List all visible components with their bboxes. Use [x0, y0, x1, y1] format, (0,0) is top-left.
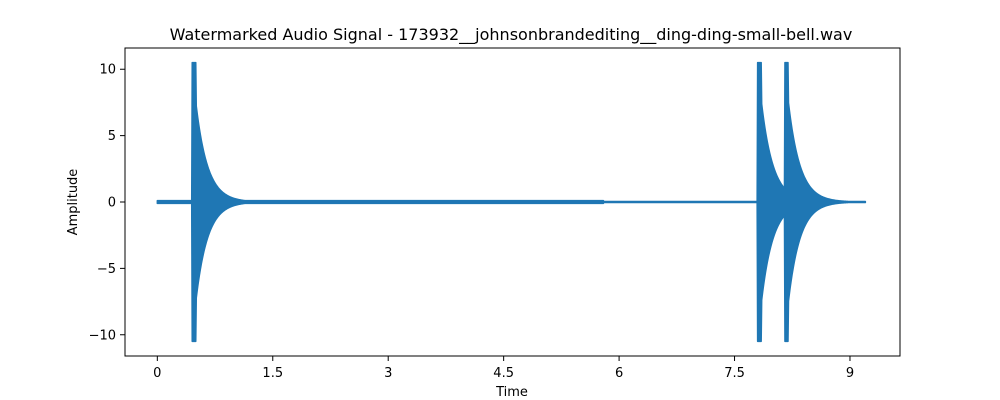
x-tick-label: 0 — [153, 366, 161, 381]
y-tick-label: −10 — [89, 328, 116, 343]
x-tick-label: 7.5 — [724, 366, 745, 381]
x-tick-label: 4.5 — [493, 366, 514, 381]
plot-area: 0 1.5 3 4.5 6 7.5 9 −10 −5 0 5 10 — [89, 47, 901, 381]
x-tick-label: 6 — [615, 366, 623, 381]
y-tick-label: 5 — [108, 129, 116, 144]
y-tick-label: 0 — [108, 196, 116, 211]
x-axis-label: Time — [495, 385, 528, 400]
signal-waveform — [156, 61, 867, 343]
y-axis-label: Amplitude — [66, 169, 81, 236]
chart-title: Watermarked Audio Signal - 173932__johns… — [170, 25, 853, 45]
y-axis: −10 −5 0 5 10 — [89, 63, 125, 343]
series-signal — [156, 61, 867, 343]
y-tick-label: −5 — [97, 262, 116, 277]
x-axis: 0 1.5 3 4.5 6 7.5 9 — [153, 356, 854, 381]
x-tick-label: 1.5 — [262, 366, 283, 381]
x-tick-label: 9 — [846, 366, 854, 381]
x-tick-label: 3 — [384, 366, 392, 381]
y-tick-label: 10 — [99, 63, 116, 78]
